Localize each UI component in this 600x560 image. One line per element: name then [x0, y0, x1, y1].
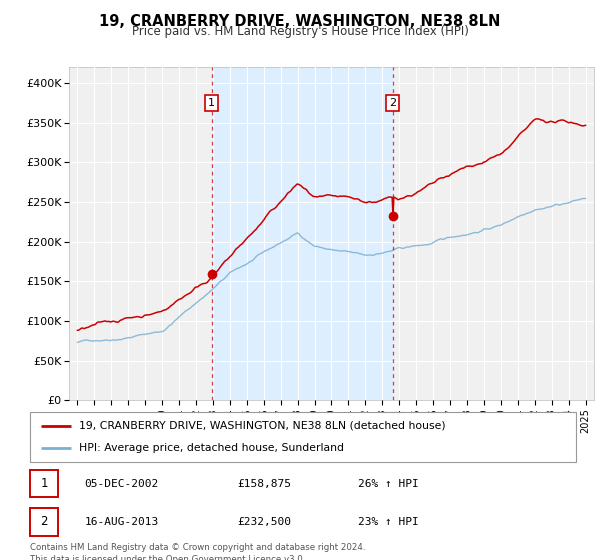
Text: 23% ↑ HPI: 23% ↑ HPI — [358, 517, 418, 527]
Text: HPI: Average price, detached house, Sunderland: HPI: Average price, detached house, Sund… — [79, 443, 344, 453]
Text: 1: 1 — [208, 98, 215, 108]
Text: 05-DEC-2002: 05-DEC-2002 — [85, 479, 159, 489]
Text: 16-AUG-2013: 16-AUG-2013 — [85, 517, 159, 527]
Text: 1: 1 — [40, 477, 48, 491]
Bar — [30, 508, 58, 535]
Text: This data is licensed under the Open Government Licence v3.0.: This data is licensed under the Open Gov… — [30, 555, 305, 560]
Bar — [212, 67, 393, 400]
Text: 26% ↑ HPI: 26% ↑ HPI — [358, 479, 418, 489]
Text: £158,875: £158,875 — [238, 479, 292, 489]
Bar — [30, 470, 58, 497]
Text: 2: 2 — [389, 98, 397, 108]
Text: 19, CRANBERRY DRIVE, WASHINGTON, NE38 8LN: 19, CRANBERRY DRIVE, WASHINGTON, NE38 8L… — [100, 14, 500, 29]
Text: 19, CRANBERRY DRIVE, WASHINGTON, NE38 8LN (detached house): 19, CRANBERRY DRIVE, WASHINGTON, NE38 8L… — [79, 421, 446, 431]
Text: £232,500: £232,500 — [238, 517, 292, 527]
Text: Price paid vs. HM Land Registry's House Price Index (HPI): Price paid vs. HM Land Registry's House … — [131, 25, 469, 38]
Text: Contains HM Land Registry data © Crown copyright and database right 2024.: Contains HM Land Registry data © Crown c… — [30, 543, 365, 552]
Text: 2: 2 — [40, 515, 48, 529]
